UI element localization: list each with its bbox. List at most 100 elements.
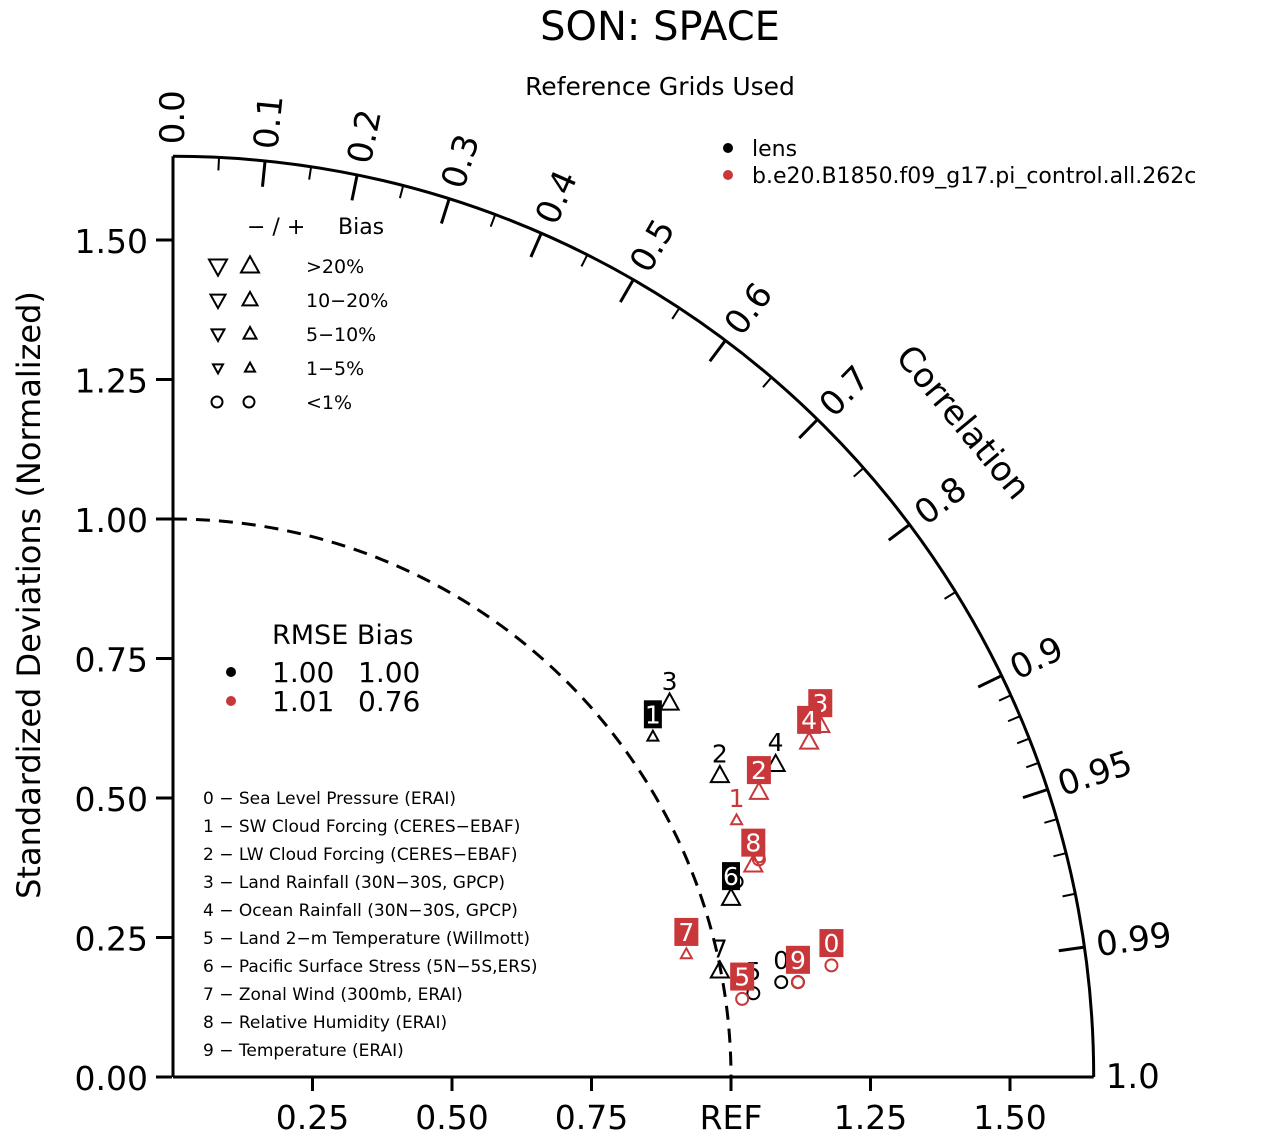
x-tick-label: 0.50 — [415, 1098, 488, 1135]
legend-series-dot — [723, 143, 733, 153]
correlation-minor-tick — [671, 307, 681, 320]
correlation-tick-label: 0.95 — [1053, 743, 1137, 805]
y-tick-label: 1.25 — [75, 362, 148, 401]
data-point-label-box — [674, 917, 699, 946]
data-point-label: 0 — [823, 929, 839, 958]
correlation-minor-tick — [944, 591, 957, 600]
reference-std-arc — [172, 517, 733, 1078]
stats-legend-dot — [226, 667, 236, 677]
correlation-minor-tick — [580, 254, 589, 267]
legend-series-name: lens — [752, 137, 797, 162]
x-tick-label: 0.75 — [555, 1098, 628, 1135]
data-point-label-box — [730, 962, 755, 991]
legends-layer: lensb.e20.B1850.f09_g17.pi_control.all.2… — [203, 137, 1196, 1061]
correlation-tick — [350, 174, 359, 201]
x-tick-label: 1.50 — [973, 1098, 1046, 1135]
data-point-label: 4 — [768, 728, 784, 757]
data-point-label-box — [643, 700, 662, 729]
bias-legend-pos-marker — [240, 289, 260, 307]
chart-title: SON: SPACE — [540, 4, 780, 50]
data-point-marker — [720, 886, 742, 906]
correlation-tick-label: 0.8 — [907, 469, 974, 533]
y-tick-label: 1.50 — [75, 222, 148, 261]
correlation-minor-tick — [1025, 761, 1039, 769]
bias-legend-neg-marker — [208, 293, 228, 311]
bias-legend-neg-marker — [211, 363, 225, 376]
stats-legend-rmse: 1.01 — [272, 685, 334, 718]
data-point-label-box — [785, 945, 810, 974]
correlation-tick — [708, 339, 727, 363]
y-tick-label: 0.75 — [75, 641, 148, 680]
bias-legend-symbols: − / + — [247, 215, 305, 240]
axes-layer: 0.000.250.500.751.001.251.500.25 0.50 0.75… — [75, 90, 1175, 1135]
data-point-marker — [748, 780, 770, 800]
marks-layer: 324750161602345789 — [643, 667, 844, 1006]
data-point-marker — [645, 728, 661, 742]
data-point-label-box — [741, 828, 766, 857]
data-point-marker — [729, 812, 744, 826]
bias-legend-pos-marker — [239, 254, 261, 274]
y-tick-label: 0.50 — [75, 780, 148, 819]
correlation-axis-label: Correlation — [888, 338, 1038, 508]
correlation-tick-label: 0.0 — [153, 90, 193, 144]
y-tick-label: 0.00 — [75, 1059, 148, 1098]
data-point-marker — [735, 991, 750, 1006]
bias-legend-neg-marker — [207, 258, 229, 278]
correlation-minor-tick — [853, 467, 865, 478]
stats-legend-rmse: 1.00 — [272, 656, 334, 689]
data-point-marker — [658, 691, 681, 711]
bias-legend-pos-marker — [243, 360, 257, 373]
variable-legend-item: 7 − Zonal Wind (300mb, ERAI) — [203, 985, 463, 1005]
correlation-tick — [260, 160, 267, 187]
data-point-label: 9 — [790, 946, 806, 975]
correlation-tick — [977, 674, 1003, 689]
correlation-tick — [439, 198, 451, 224]
correlation-tick — [798, 418, 819, 440]
x-axis-ref-label: REF — [700, 1098, 763, 1135]
correlation-tick — [1022, 788, 1049, 800]
correlation-tick-label: 0.7 — [812, 358, 878, 425]
data-point-marker — [790, 975, 805, 990]
variable-legend-item: 2 − LW Cloud Forcing (CERES−EBAF) — [203, 845, 517, 865]
bias-legend-row-label: 5−10% — [306, 324, 376, 346]
data-point-label: 1 — [645, 700, 661, 729]
correlation-tick-label: 1.0 — [1106, 1057, 1160, 1097]
x-tick-label: 1.25 — [834, 1098, 907, 1135]
bias-legend-pos-marker — [242, 395, 256, 409]
bias-legend-neg-marker — [210, 395, 224, 409]
variable-legend-item: 6 − Pacific Surface Stress (5N−5S,ERS) — [203, 957, 538, 977]
data-point-marker — [709, 959, 731, 979]
bias-legend-row-label: 10−20% — [306, 290, 388, 312]
variable-legend-item: 8 − Relative Humidity (ERAI) — [203, 1013, 447, 1033]
data-point-label: 0 — [773, 946, 789, 975]
correlation-tick — [1058, 945, 1085, 953]
correlation-minor-tick — [1016, 737, 1030, 745]
correlation-tick-label: 0.9 — [1004, 629, 1070, 689]
chart-subtitle: Reference Grids Used — [525, 72, 795, 101]
data-point-marker — [824, 958, 839, 973]
stats-legend-dot — [226, 696, 236, 706]
bias-legend-pos-marker — [241, 324, 259, 340]
data-point-label: 6 — [723, 862, 739, 891]
variable-legend-item: 5 − Land 2−m Temperature (Willmott) — [203, 929, 530, 949]
data-point-label: 4 — [801, 706, 817, 735]
correlation-arc — [172, 154, 1096, 1078]
variable-legend-item: 1 − SW Cloud Forcing (CERES−EBAF) — [203, 817, 520, 837]
data-point-label: 7 — [712, 935, 728, 964]
variable-legend-item: 3 − Land Rainfall (30N−30S, GPCP) — [203, 873, 505, 893]
data-point-marker — [764, 752, 787, 772]
y-tick-label: 0.25 — [75, 920, 148, 959]
bias-legend-header: Bias — [338, 215, 384, 240]
data-point-label: 5 — [734, 963, 750, 992]
data-point-label: 8 — [745, 829, 761, 858]
stats-legend-bias: 0.76 — [358, 685, 420, 718]
correlation-minor-tick — [398, 185, 405, 199]
correlation-tick-label: 0.1 — [246, 93, 291, 151]
stats-legend-header: RMSE Bias — [272, 620, 413, 651]
data-point-marker — [679, 946, 694, 960]
correlation-minor-tick — [1044, 818, 1058, 824]
correlation-tick — [619, 278, 635, 303]
correlation-tick-label: 0.3 — [434, 130, 488, 194]
correlation-tick — [887, 523, 911, 542]
